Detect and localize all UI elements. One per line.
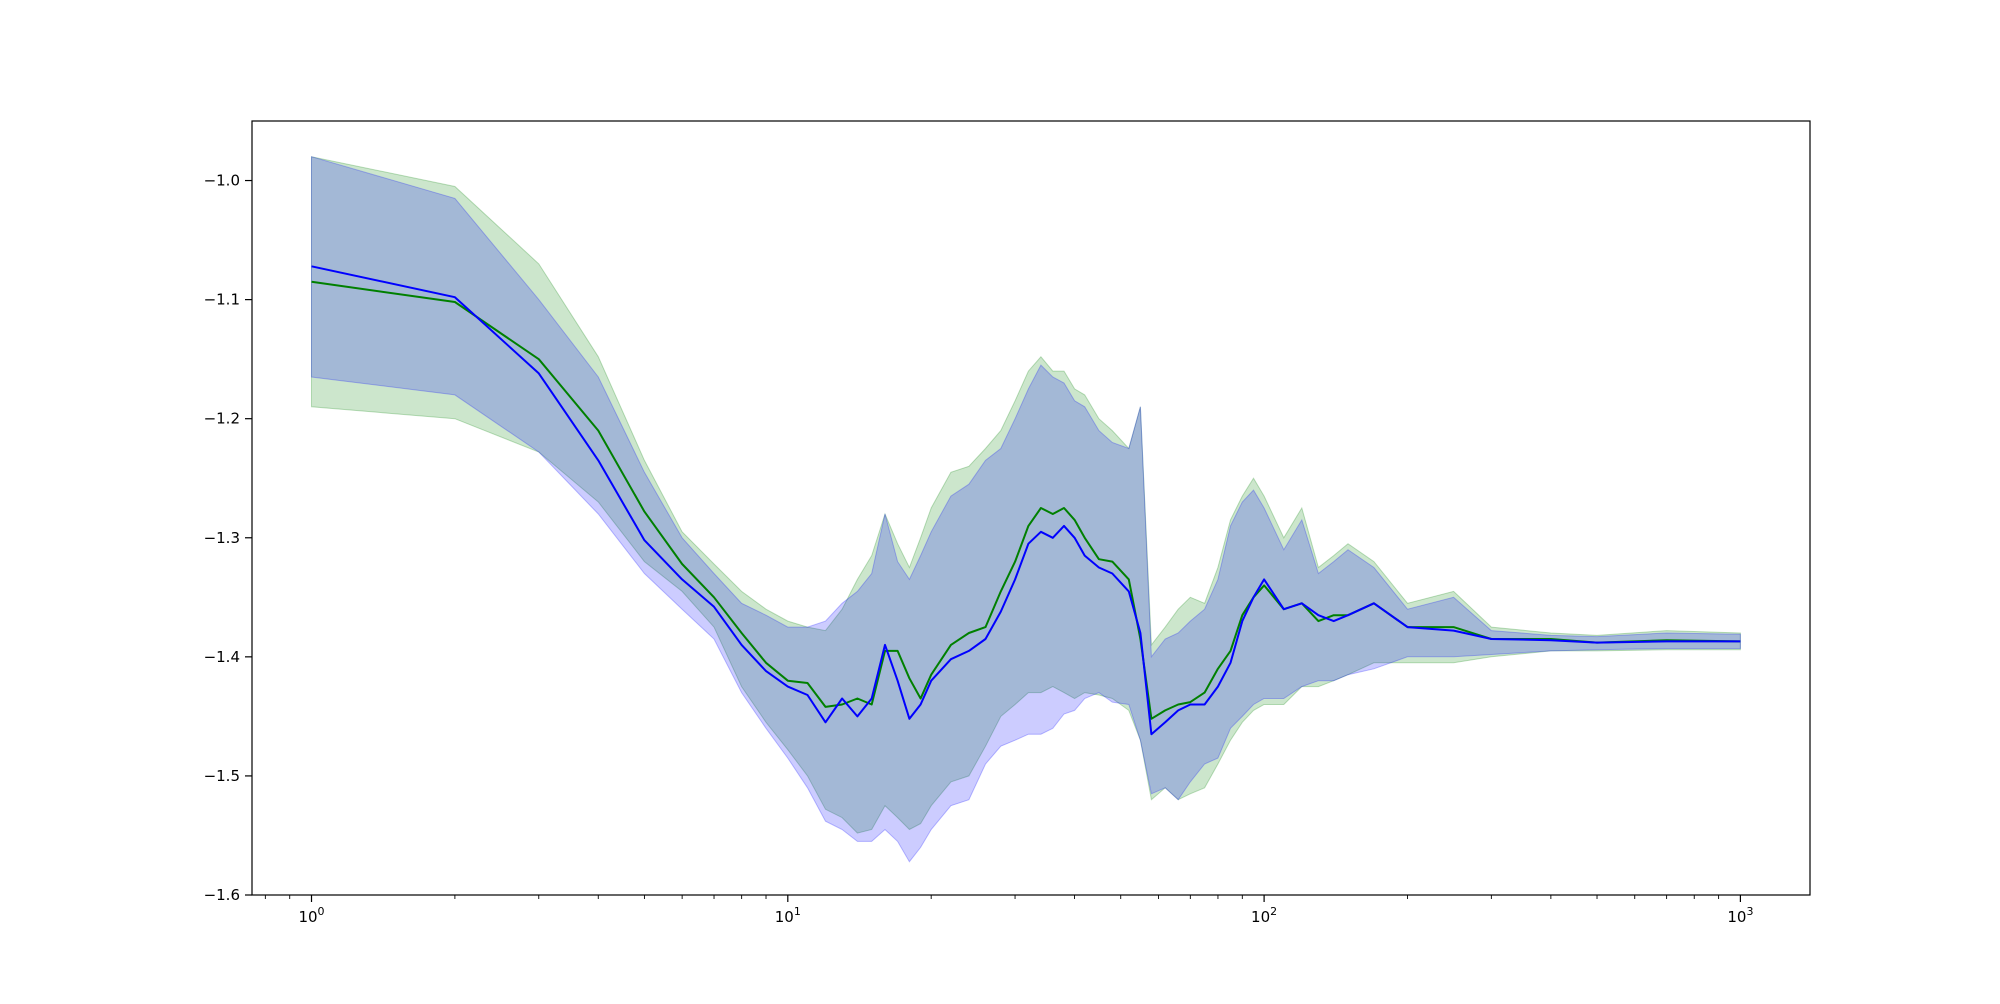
y-tick-label: −1.1 bbox=[204, 291, 240, 309]
y-tick-label: −1.4 bbox=[204, 648, 240, 666]
x-axis: 100 101 102 103 bbox=[264, 895, 1753, 926]
series-band-0 bbox=[311, 156, 1741, 834]
y-tick-label: −1.2 bbox=[204, 410, 240, 428]
y-tick-label: −1.5 bbox=[204, 767, 240, 785]
y-axis: −1.6 −1.5 −1.4 −1.3 −1.2 −1.1 −1.0 bbox=[204, 172, 252, 904]
axes-frame bbox=[251, 120, 1811, 896]
y-tick-label: −1.6 bbox=[204, 886, 240, 904]
x-tick-label: 102 bbox=[1251, 905, 1277, 926]
x-tick-label: 100 bbox=[298, 905, 324, 926]
x-tick-label: 101 bbox=[775, 905, 801, 926]
series-band-1 bbox=[311, 156, 1741, 863]
confidence-bands bbox=[311, 156, 1741, 863]
series-line-1 bbox=[311, 265, 1741, 736]
y-tick-label: −1.0 bbox=[204, 172, 240, 190]
x-tick-label: 103 bbox=[1727, 905, 1753, 926]
series-lines bbox=[311, 265, 1741, 736]
y-tick-label: −1.3 bbox=[204, 529, 240, 547]
